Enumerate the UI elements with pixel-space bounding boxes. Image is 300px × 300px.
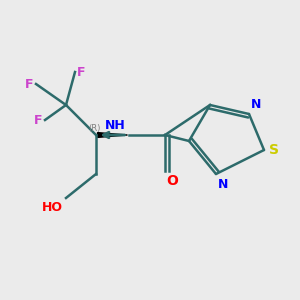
Text: (R): (R)	[88, 124, 101, 133]
Polygon shape	[98, 133, 128, 137]
Text: F: F	[76, 65, 85, 79]
Text: F: F	[25, 77, 33, 91]
Text: N: N	[218, 178, 228, 191]
Text: S: S	[268, 143, 278, 157]
Text: O: O	[167, 174, 178, 188]
Text: HO: HO	[42, 201, 63, 214]
Text: N: N	[250, 98, 261, 111]
Text: F: F	[34, 113, 42, 127]
Text: NH: NH	[105, 119, 126, 132]
